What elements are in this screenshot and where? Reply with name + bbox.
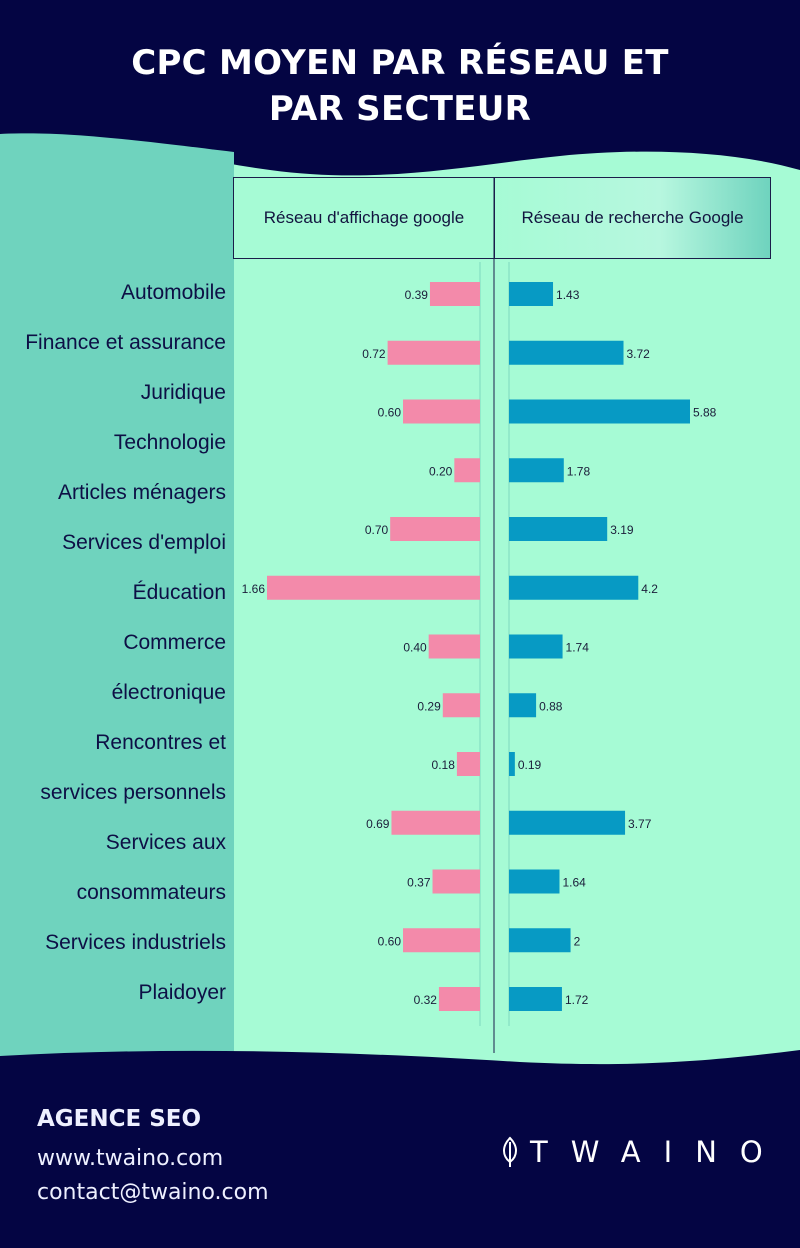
bar-display — [429, 282, 480, 306]
bar-search — [509, 928, 571, 953]
bar-search — [509, 810, 626, 835]
bar-search — [509, 693, 537, 718]
data-label-display: 0.69 — [366, 817, 390, 831]
data-label-display: 0.40 — [403, 641, 427, 655]
bar-display — [442, 693, 480, 718]
header-search-label: Réseau de recherche Google — [521, 208, 744, 227]
data-label-search: 1.74 — [566, 641, 590, 655]
data-label-display: 0.32 — [414, 993, 438, 1007]
data-label-search: 3.77 — [628, 817, 652, 831]
data-label-search: 2 — [574, 934, 581, 948]
header-search-network: Réseau de recherche Google — [494, 177, 771, 259]
row-label: Articles ménagers — [57, 481, 226, 504]
data-label-display: 0.39 — [405, 288, 429, 302]
row-label: électronique — [111, 681, 226, 704]
data-label-search: 0.88 — [539, 699, 563, 713]
brand-name: TWAINO — [530, 1135, 786, 1169]
row-label: Commerce — [123, 631, 226, 654]
data-label-search: 0.19 — [518, 758, 542, 772]
bar-display — [403, 928, 480, 953]
row-label: Rencontres et — [95, 731, 226, 754]
bar-display — [403, 399, 480, 424]
data-label-search: 1.64 — [562, 876, 586, 890]
bar-search — [509, 517, 608, 541]
data-label-search: 5.88 — [693, 406, 717, 420]
row-label: Finance et assurance — [25, 331, 226, 354]
search-series: 1.43 3.72 5.88 1.78 3.19 4.2 1.74 0.88 0.19 3.77 1… — [509, 282, 717, 1011]
data-label-display: 0.72 — [362, 347, 386, 361]
data-label-search: 1.72 — [565, 993, 589, 1007]
data-label-search: 1.43 — [556, 288, 580, 302]
data-label-search: 1.78 — [567, 464, 591, 478]
data-label-display: 0.60 — [378, 934, 402, 948]
bar-search — [509, 634, 563, 659]
data-label-display: 0.20 — [429, 464, 453, 478]
data-label-display: 1.66 — [242, 582, 266, 596]
bar-display — [390, 517, 480, 541]
row-label: Services industriels — [45, 931, 226, 954]
row-label: Éducation — [132, 581, 226, 604]
row-label: Services aux — [105, 831, 226, 854]
footer-email[interactable]: contact@twaino.com — [37, 1180, 269, 1205]
bar-display — [428, 634, 480, 659]
row-label: Juridique — [140, 381, 226, 404]
footer-band — [0, 1050, 800, 1248]
data-label-search: 3.19 — [610, 523, 634, 537]
data-label-search: 3.72 — [627, 347, 651, 361]
title-line-2: PAR SECTEUR — [268, 89, 532, 129]
row-label: Services d'emploi — [62, 531, 226, 554]
bar-search — [509, 458, 564, 483]
bar-display — [391, 810, 480, 835]
bar-search — [509, 575, 639, 600]
brand-logo: TWAINO — [500, 1134, 786, 1170]
header-display-label: Réseau d'affichage google — [263, 208, 465, 227]
bar-search — [509, 282, 554, 306]
display-series: 0.39 0.72 0.60 0.20 0.70 1.66 0.40 0.29 0.18 0.69… — [242, 282, 480, 1011]
data-label-display: 0.29 — [417, 699, 441, 713]
leaf-icon — [503, 1136, 517, 1167]
left-panel — [0, 133, 234, 1056]
bar-search — [509, 340, 624, 365]
footer-agency: AGENCE SEO — [37, 1106, 202, 1132]
bar-display — [456, 752, 480, 776]
bar-search — [509, 869, 560, 894]
header-band — [0, 0, 800, 176]
row-label: Automobile — [120, 281, 226, 304]
row-label: Technologie — [113, 431, 226, 454]
bar-display — [454, 458, 480, 483]
page-title: CPC MOYEN PAR RÉSEAU ET PAR SECTEUR — [0, 40, 800, 132]
data-label-search: 4.2 — [641, 582, 658, 596]
data-label-display: 0.37 — [407, 876, 431, 890]
bar-search — [509, 752, 515, 776]
bar-search — [509, 399, 690, 424]
title-line-1: CPC MOYEN PAR RÉSEAU ET — [131, 43, 669, 83]
row-label: Plaidoyer — [138, 981, 226, 1004]
bar-display — [387, 340, 480, 365]
row-label: consommateurs — [76, 881, 226, 904]
bar-display — [432, 869, 480, 894]
data-label-display: 0.60 — [378, 406, 402, 420]
row-label: services personnels — [40, 781, 226, 804]
footer-website[interactable]: www.twaino.com — [37, 1146, 224, 1171]
bar-display — [438, 987, 480, 1011]
data-label-display: 0.70 — [365, 523, 389, 537]
data-label-display: 0.18 — [432, 758, 456, 772]
bar-search — [509, 987, 562, 1011]
bar-display — [267, 575, 480, 600]
